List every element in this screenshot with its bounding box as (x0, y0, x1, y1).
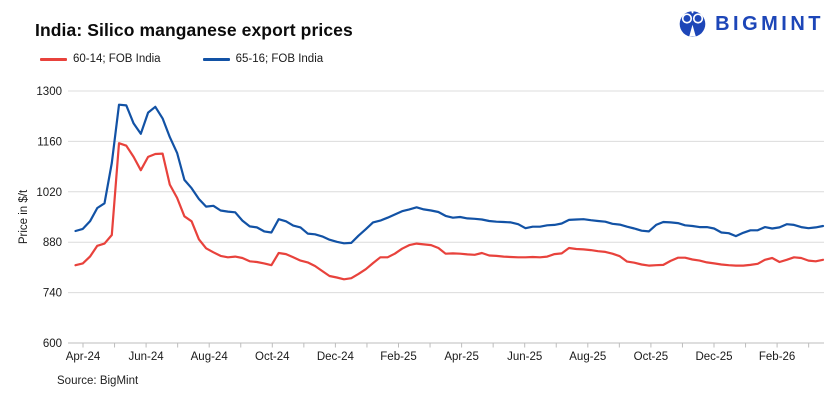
svg-text:Apr-24: Apr-24 (66, 351, 101, 363)
svg-text:Aug-25: Aug-25 (569, 351, 606, 363)
bigmint-people-icon (679, 9, 706, 37)
svg-text:Apr-25: Apr-25 (444, 351, 479, 363)
svg-text:Oct-25: Oct-25 (634, 351, 669, 363)
legend-swatch-red (40, 57, 67, 61)
svg-text:Dec-25: Dec-25 (695, 351, 732, 363)
svg-text:Jun-25: Jun-25 (507, 351, 542, 363)
svg-text:Oct-24: Oct-24 (255, 351, 290, 363)
svg-text:Dec-24: Dec-24 (317, 351, 355, 363)
svg-text:1020: 1020 (36, 187, 62, 199)
svg-text:880: 880 (43, 237, 62, 249)
svg-text:Feb-25: Feb-25 (380, 351, 416, 363)
legend-label: 60-14; FOB India (73, 53, 161, 65)
svg-text:Aug-24: Aug-24 (191, 351, 229, 363)
legend-item-65-16: 65-16; FOB India (202, 53, 324, 65)
svg-text:1160: 1160 (37, 136, 62, 148)
svg-text:Feb-26: Feb-26 (759, 351, 795, 363)
chart-legend: 60-14; FOB India 65-16; FOB India (40, 53, 365, 65)
bigmint-logo: BIGMINT (676, 8, 824, 41)
legend-swatch-blue (202, 57, 230, 61)
svg-text:Jun-24: Jun-24 (129, 351, 165, 363)
page-title: India: Silico manganese export prices (35, 20, 353, 40)
source-note: Source: BigMint (57, 375, 139, 387)
legend-item-60-14: 60-14; FOB India (40, 53, 161, 65)
legend-label: 65-16; FOB India (235, 53, 324, 65)
bigmint-logo-text: BIGMINT (715, 13, 824, 35)
svg-text:1300: 1300 (36, 86, 62, 98)
svg-text:Price in $/t: Price in $/t (18, 189, 30, 244)
svg-text:600: 600 (43, 338, 62, 350)
svg-text:740: 740 (43, 288, 62, 300)
